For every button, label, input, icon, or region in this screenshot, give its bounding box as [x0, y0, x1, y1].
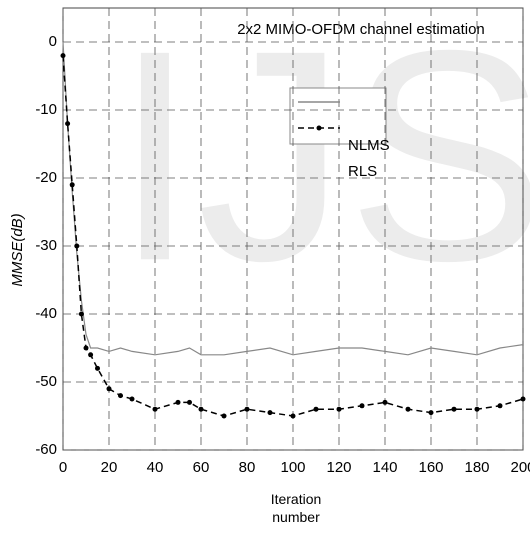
legend-label: NLMS: [348, 137, 390, 154]
series-marker: [405, 406, 411, 412]
series-marker: [451, 406, 457, 412]
legend-marker: [316, 125, 322, 131]
x-tick-label: 40: [147, 459, 164, 476]
y-tick-label: -10: [35, 101, 57, 118]
series-marker: [428, 410, 434, 416]
legend-box: [289, 87, 387, 145]
series-marker: [118, 393, 123, 399]
series-marker: [244, 406, 250, 412]
series-marker: [88, 352, 94, 358]
series-marker: [78, 311, 84, 317]
series-marker: [313, 406, 319, 412]
y-tick-label: -50: [35, 373, 57, 390]
y-tick-label: -30: [35, 237, 57, 254]
series-marker: [187, 399, 192, 405]
series-marker: [474, 406, 480, 412]
series-marker: [290, 413, 296, 419]
y-tick-label: -60: [35, 441, 57, 458]
series-marker: [60, 53, 66, 59]
y-tick-label: 0: [49, 33, 57, 50]
series-line: [62, 55, 524, 417]
series-marker: [83, 345, 89, 351]
series-marker: [95, 365, 100, 371]
series-marker: [74, 243, 80, 249]
series-marker: [520, 396, 526, 402]
x-tick-label: 20: [101, 459, 118, 476]
series-marker: [175, 399, 181, 405]
x-axis-label: Iteration number: [270, 491, 322, 525]
x-tick-label: 120: [326, 459, 351, 476]
series-marker: [382, 399, 388, 405]
series-marker: [106, 386, 112, 392]
x-tick-label: 180: [464, 459, 489, 476]
series-marker: [129, 396, 135, 402]
x-tick-label: 140: [372, 459, 397, 476]
series-marker: [198, 406, 204, 412]
series-marker: [69, 182, 75, 188]
y-axis-label: MMSE(dB): [9, 213, 26, 286]
series-marker: [497, 403, 503, 409]
y-tick-label: -40: [35, 305, 57, 322]
series-marker: [267, 410, 273, 416]
chart-title: 2x2 MIMO-OFDM channel estimation: [237, 21, 485, 38]
x-tick-label: 160: [418, 459, 443, 476]
watermark: IJS: [113, 0, 530, 323]
legend-label: RLS: [348, 163, 377, 180]
series-line: [62, 41, 524, 356]
series-marker: [336, 406, 342, 412]
series-marker: [221, 413, 227, 419]
series-marker: [359, 403, 365, 409]
series-marker: [152, 406, 158, 412]
x-tick-label: 200: [510, 459, 530, 476]
series-marker: [65, 121, 71, 127]
x-tick-label: 0: [59, 459, 67, 476]
x-tick-label: 100: [280, 459, 305, 476]
x-tick-label: 60: [193, 459, 210, 476]
x-tick-label: 80: [239, 459, 256, 476]
y-tick-label: -20: [35, 169, 57, 186]
